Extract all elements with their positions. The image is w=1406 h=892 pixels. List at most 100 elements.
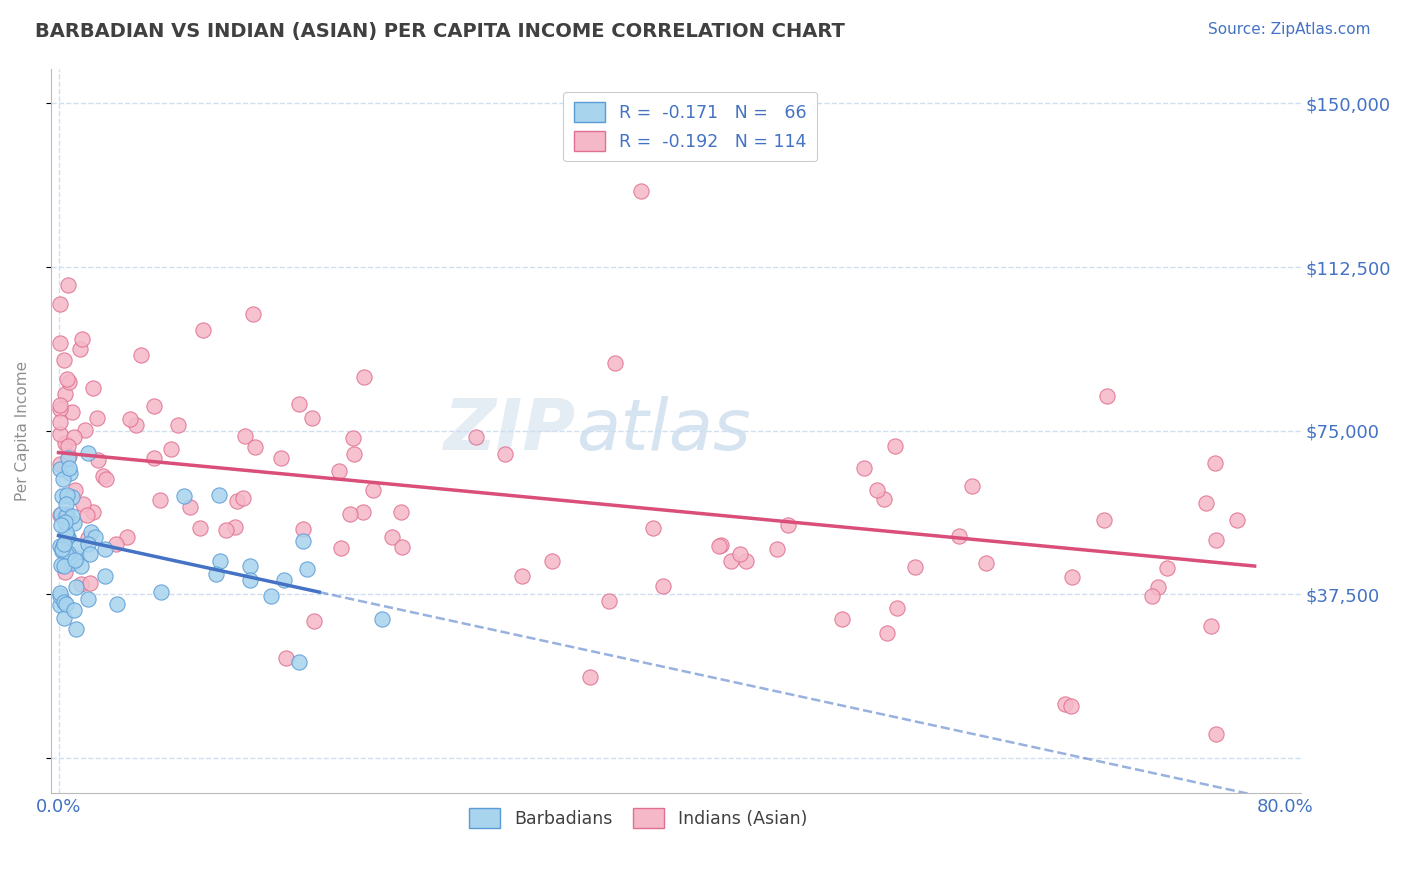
Point (55, 488, 77, 502)
Point (242, 307, 264, 321)
Point (84, 530, 107, 544)
Point (49, 401, 72, 416)
Point (129, 348, 152, 362)
Point (1205, 533, 1227, 548)
Point (60, 508, 83, 523)
Point (239, 573, 262, 587)
Point (142, 450, 165, 465)
Point (86, 410, 108, 425)
Point (1204, 456, 1226, 470)
Point (55, 497, 77, 511)
Point (77, 536, 100, 550)
Point (53, 515, 76, 529)
Point (233, 428, 256, 442)
Point (56, 546, 79, 560)
Point (339, 507, 361, 521)
Point (58, 449, 80, 463)
Point (94, 569, 117, 583)
Point (159, 442, 181, 457)
Point (149, 493, 172, 508)
Point (125, 417, 148, 432)
Point (53, 436, 76, 450)
Point (79, 547, 101, 561)
Point (53, 565, 76, 579)
Text: atlas: atlas (575, 396, 751, 466)
Point (52, 472, 75, 486)
Point (53, 352, 76, 367)
Point (960, 479, 983, 493)
Point (49, 508, 72, 522)
Point (205, 567, 228, 582)
Point (328, 463, 350, 477)
Point (65, 580, 87, 594)
Point (464, 430, 486, 444)
Point (120, 412, 142, 426)
Point (188, 520, 211, 534)
Point (80, 524, 103, 539)
Point (62, 556, 84, 570)
Point (232, 491, 254, 505)
Point (72, 497, 94, 511)
Point (58, 375, 80, 389)
Point (734, 554, 756, 568)
Point (115, 530, 138, 544)
Point (91, 469, 114, 483)
Point (49, 598, 72, 612)
Point (63, 552, 86, 566)
Point (52, 537, 75, 551)
Point (291, 533, 314, 548)
Point (76, 508, 98, 523)
Point (873, 492, 896, 507)
Point (301, 410, 323, 425)
Point (70, 332, 93, 346)
Point (173, 489, 195, 503)
Point (603, 356, 626, 370)
Point (104, 537, 127, 551)
Point (69, 559, 91, 574)
Point (63, 602, 86, 616)
Point (643, 521, 665, 535)
Point (510, 568, 533, 582)
Text: ZIP: ZIP (443, 396, 575, 466)
Point (287, 655, 309, 669)
Point (720, 554, 742, 568)
Point (208, 554, 231, 568)
Point (52, 539, 75, 553)
Text: BARBADIAN VS INDIAN (ASIAN) PER CAPITA INCOME CORRELATION CHART: BARBADIAN VS INDIAN (ASIAN) PER CAPITA I… (35, 22, 845, 41)
Point (709, 539, 731, 553)
Point (49, 457, 72, 471)
Point (107, 598, 129, 612)
Point (94, 542, 117, 557)
Point (59, 466, 82, 480)
Point (69, 342, 91, 356)
Point (270, 451, 292, 466)
Point (292, 522, 315, 536)
Point (58, 277, 80, 292)
Point (58, 450, 80, 465)
Point (53, 559, 76, 574)
Point (49, 335, 72, 350)
Point (73, 423, 96, 437)
Point (238, 559, 260, 574)
Point (49, 539, 72, 553)
Point (62, 430, 84, 444)
Point (243, 440, 266, 454)
Point (260, 589, 283, 603)
Point (876, 626, 898, 640)
Point (49, 297, 72, 311)
Point (361, 483, 384, 498)
Point (224, 520, 246, 534)
Point (79, 575, 101, 590)
Point (53, 387, 76, 401)
Point (55, 545, 77, 559)
Point (55, 529, 77, 543)
Point (1147, 581, 1170, 595)
Point (225, 493, 247, 508)
Point (51, 508, 73, 522)
Point (352, 505, 374, 519)
Point (56, 531, 79, 545)
Point (49, 462, 72, 476)
Point (49, 415, 72, 429)
Point (51, 558, 73, 573)
Point (1060, 699, 1083, 714)
